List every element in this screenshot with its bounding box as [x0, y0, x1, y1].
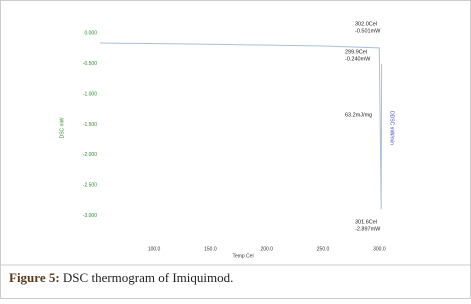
y-tick-label: -2.500	[83, 183, 97, 189]
annotation: -0.240mW	[345, 56, 371, 62]
annotation: -2.897mW	[355, 226, 381, 232]
x-tick-label: 250.0	[317, 246, 330, 252]
x-axis-label: Temp Cel	[232, 253, 253, 259]
caption-label: Figure 5:	[9, 270, 60, 285]
caption: Figure 5: DSC thermogram of Imiquimod.	[9, 270, 233, 285]
x-tick-label: 200.0	[260, 246, 273, 252]
caption-text: DSC thermogram of Imiquimod.	[63, 270, 233, 285]
annotation: 301.6Cel	[355, 219, 377, 225]
data-line	[99, 42, 383, 210]
annotation: 299.9Cel	[345, 49, 367, 55]
y-tick-label: -3.000	[83, 213, 97, 219]
y-axis-label: DSC mW	[59, 117, 65, 138]
y-tick-label: 0.000	[84, 31, 97, 37]
x-tick-label: 300.0	[373, 246, 386, 252]
annotation: 302.0Cel	[355, 21, 377, 27]
annotation: -0.501mW	[355, 28, 381, 34]
y-tick-label: -0.500	[83, 61, 97, 67]
y-tick-label: -1.500	[83, 122, 97, 128]
y2-axis-label: DDSC mW/min	[389, 111, 395, 145]
y-tick-label: -1.000	[83, 91, 97, 97]
y-tick-label: -2.000	[83, 152, 97, 158]
annotation: 63.2mJ/mg	[345, 112, 372, 118]
x-tick-label: 150.0	[204, 246, 217, 252]
x-tick-label: 100.0	[148, 246, 161, 252]
